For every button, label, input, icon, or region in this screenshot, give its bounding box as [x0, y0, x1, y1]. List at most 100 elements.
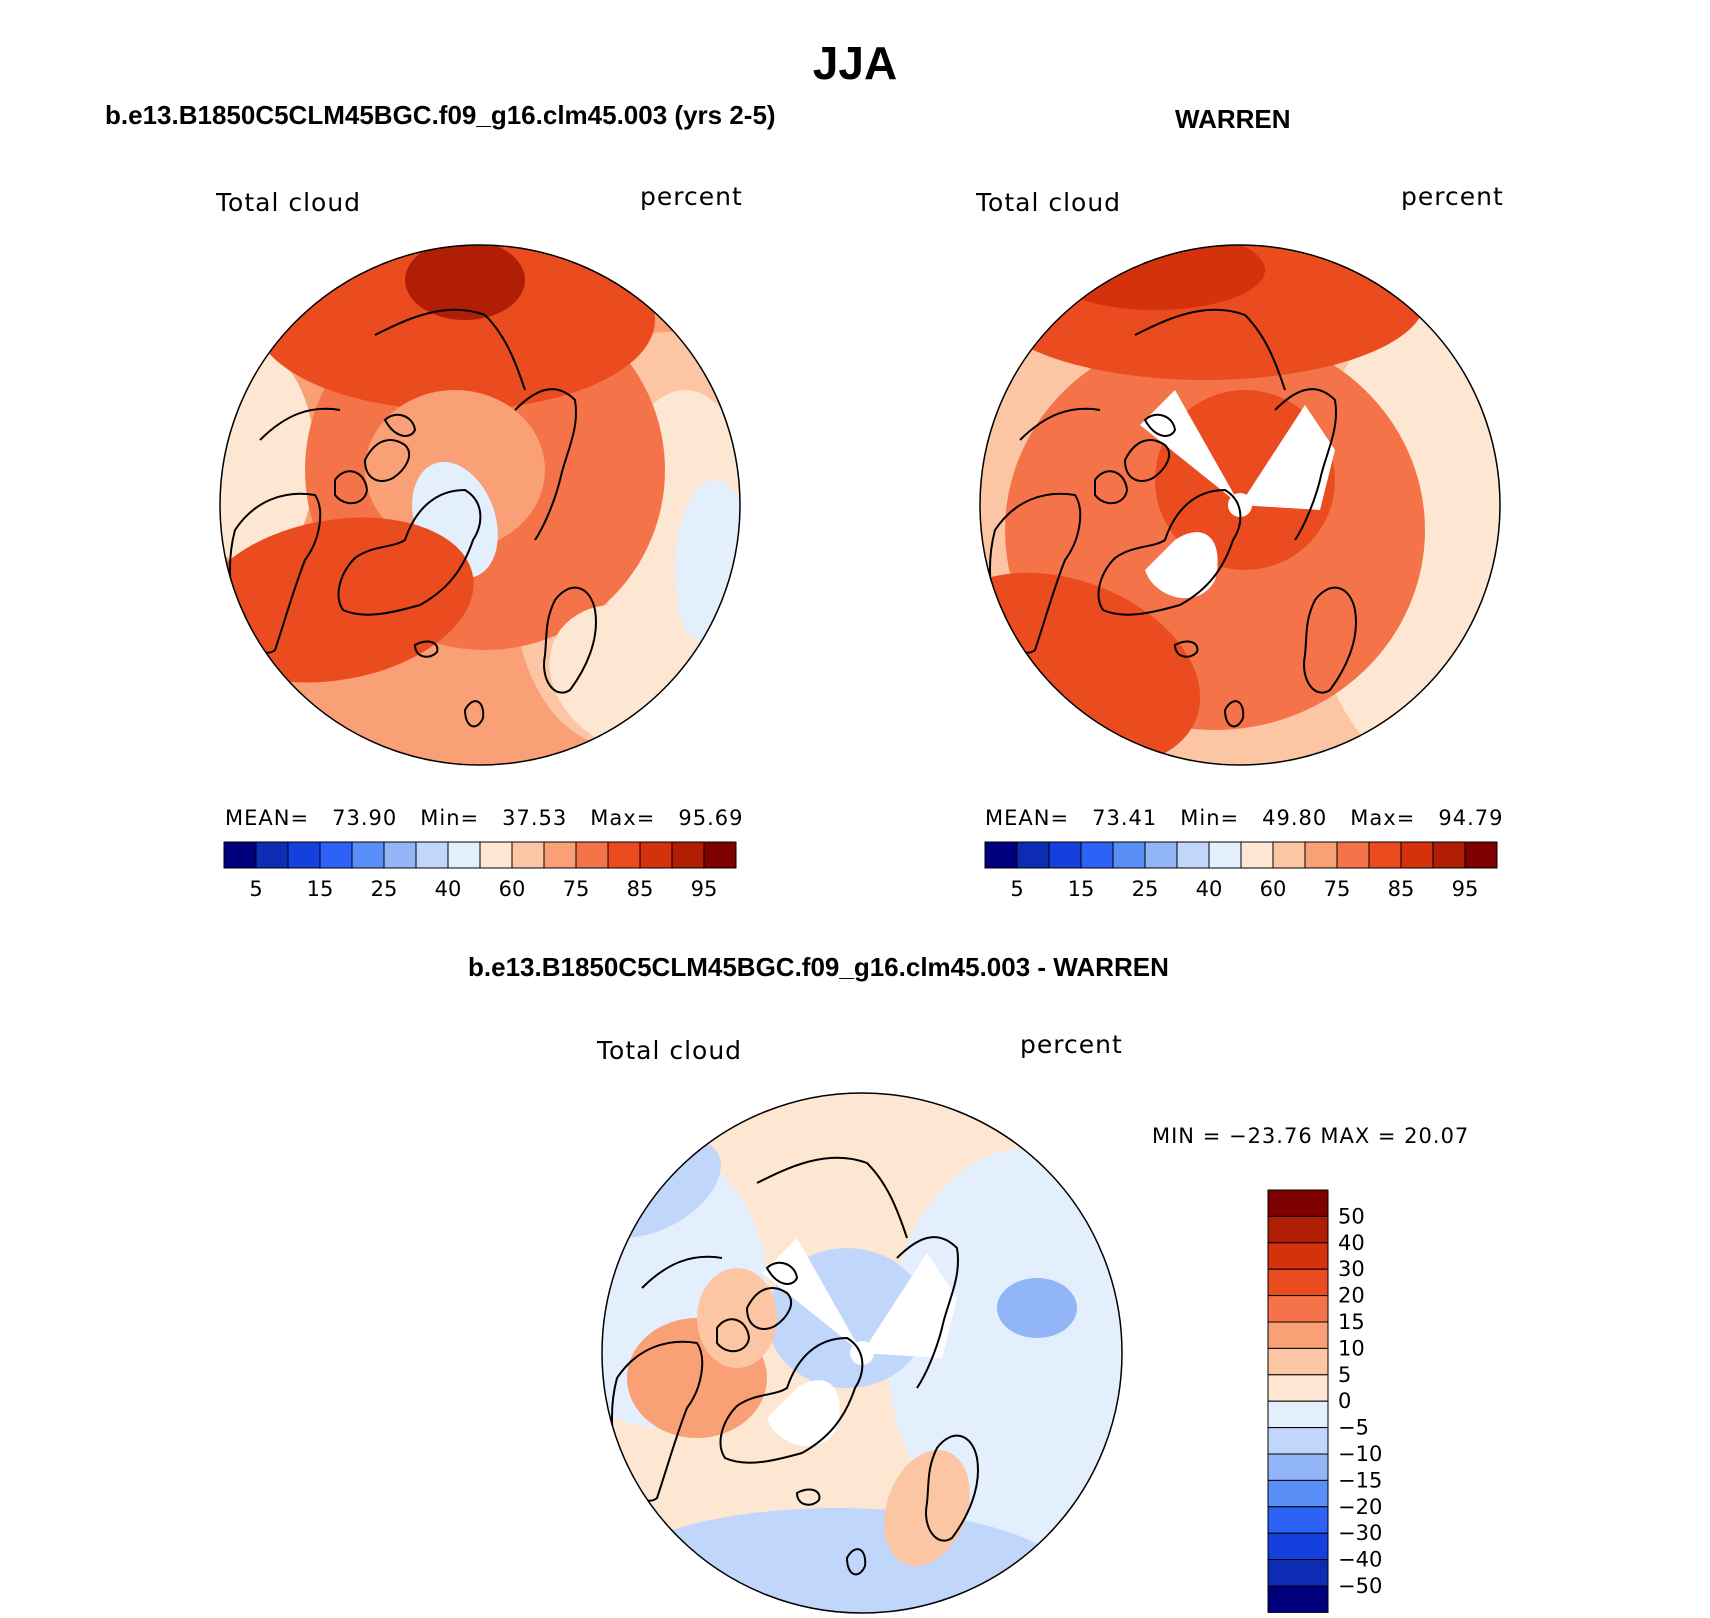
model-colorbar-tick-label: 75	[563, 877, 590, 901]
obs-colorbar-box	[1432, 841, 1466, 869]
missing-data-wedge	[762, 1238, 862, 1353]
page-title: JJA	[812, 37, 898, 89]
coastline	[1094, 470, 1129, 505]
coastline	[1123, 439, 1171, 482]
diff-polar-map	[601, 1092, 1123, 1614]
model-colorbar-box	[223, 841, 257, 869]
diff-panel-title: b.e13.B1850C5CLM45BGC.f09_g16.clm45.003 …	[468, 952, 1169, 982]
obs-stats: MEAN= 73.41 Min= 49.80 Max= 94.79	[985, 806, 1503, 830]
obs-colorbar-box	[1112, 841, 1146, 869]
coastline	[1173, 640, 1199, 658]
diff-colorbar-tick-label: 40	[1338, 1231, 1365, 1255]
coastline	[719, 1336, 864, 1464]
diff-colorbar-tick-label: −5	[1338, 1416, 1369, 1440]
model-colorbar-tick-label: 85	[627, 877, 654, 901]
obs-map-field	[980, 245, 1500, 765]
model-polar-map	[219, 244, 741, 766]
coastline	[845, 1548, 867, 1576]
coastline	[925, 1434, 979, 1542]
coastline	[259, 407, 341, 441]
diff-colorbar-box	[1267, 1189, 1329, 1217]
coastline	[543, 586, 597, 694]
obs-colorbar-box	[1304, 841, 1338, 869]
model-colorbar-box	[479, 841, 513, 869]
diff-colorbar-tick-label: −50	[1338, 1574, 1382, 1598]
model-max-label: Max=	[590, 806, 656, 830]
coastline	[896, 1236, 959, 1389]
model-colorbar-box	[351, 841, 385, 869]
obs-colorbar-box	[1464, 841, 1498, 869]
diff-colorbar-tick-label: 10	[1338, 1336, 1365, 1360]
diff-colorbar-box	[1267, 1427, 1329, 1455]
model-colorbar-tick-label: 95	[691, 877, 718, 901]
obs-colorbar-box	[1048, 841, 1082, 869]
diff-colorbar-box	[1267, 1559, 1329, 1587]
model-mean-label: MEAN=	[225, 806, 310, 830]
model-colorbar-box	[383, 841, 417, 869]
coastline	[716, 1318, 751, 1353]
diff-colorbar-box	[1267, 1295, 1329, 1323]
obs-colorbar-tick-label: 85	[1388, 877, 1415, 901]
obs-colorbar-tick-label: 60	[1260, 877, 1287, 901]
coastline	[383, 413, 417, 437]
diff-colorbar-tick-label: 15	[1338, 1310, 1365, 1334]
diff-colorbar-box	[1267, 1400, 1329, 1429]
obs-map-border	[979, 244, 1501, 766]
obs-colorbar-tick-label: 25	[1132, 877, 1159, 901]
model-stats: MEAN= 73.90 Min= 37.53 Max= 95.69	[225, 806, 743, 830]
diff-colorbar-tick-label: −15	[1338, 1468, 1382, 1492]
obs-colorbar-tick-label: 15	[1068, 877, 1095, 901]
obs-min-value: 49.80	[1262, 806, 1328, 830]
obs-colorbar-box	[1016, 841, 1050, 869]
coastline	[463, 700, 485, 728]
obs-colorbar-box	[1336, 841, 1370, 869]
coastline	[1274, 388, 1337, 541]
diff-colorbar-box	[1267, 1374, 1329, 1402]
coastline	[334, 470, 369, 505]
model-colorbar-box	[287, 841, 321, 869]
diff-units-label: percent	[1020, 1030, 1123, 1059]
diff-colorbar-box	[1267, 1268, 1329, 1297]
model-map-border	[219, 244, 741, 766]
model-colorbar: 5 15 25 40 60 75 85 95	[223, 841, 737, 901]
coastline	[413, 640, 439, 658]
obs-colorbar-tick-label: 95	[1452, 877, 1479, 901]
model-min-value: 37.53	[502, 806, 568, 830]
obs-colorbar-tick-label: 5	[1010, 877, 1023, 901]
model-colorbar-box	[543, 841, 577, 869]
diff-colorbar-box	[1267, 1242, 1329, 1270]
obs-min-label: Min=	[1180, 806, 1240, 830]
model-colorbar-box	[671, 841, 705, 869]
model-colorbar-box	[415, 841, 449, 869]
field-region	[997, 1278, 1077, 1338]
diff-colorbar-tick-label: 0	[1338, 1389, 1351, 1413]
model-colorbar-box	[639, 841, 673, 869]
coastline	[1019, 407, 1101, 441]
diff-colorbar-box	[1267, 1585, 1329, 1613]
diff-colorbar-box	[1267, 1321, 1329, 1349]
obs-polar-map	[979, 244, 1501, 766]
diff-colorbar-tick-label: 5	[1338, 1363, 1351, 1387]
obs-variable-label: Total cloud	[976, 188, 1122, 217]
obs-units-label: percent	[1401, 182, 1504, 211]
model-colorbar-box	[255, 841, 289, 869]
diff-map-field	[602, 1093, 1122, 1613]
diff-colorbar-tick-label: −20	[1338, 1495, 1382, 1519]
obs-mean-value: 73.41	[1092, 806, 1158, 830]
coastline	[1134, 308, 1286, 391]
model-colorbar-tick-label: 15	[307, 877, 334, 901]
model-min-label: Min=	[420, 806, 480, 830]
coastline	[363, 439, 411, 482]
coastline	[1143, 413, 1177, 437]
diff-minmax: MIN = −23.76 MAX = 20.07	[1152, 1124, 1470, 1148]
model-map-field	[220, 245, 740, 765]
diff-colorbar-tick-label: 20	[1338, 1284, 1365, 1308]
obs-colorbar-box	[1144, 841, 1178, 869]
obs-colorbar-box	[1208, 841, 1242, 869]
coastline	[1303, 586, 1357, 694]
model-mean-value: 73.90	[332, 806, 398, 830]
model-variable-label: Total cloud	[216, 188, 362, 217]
coastline	[514, 388, 577, 541]
coastline	[337, 488, 482, 616]
diff-colorbar-box	[1267, 1347, 1329, 1376]
